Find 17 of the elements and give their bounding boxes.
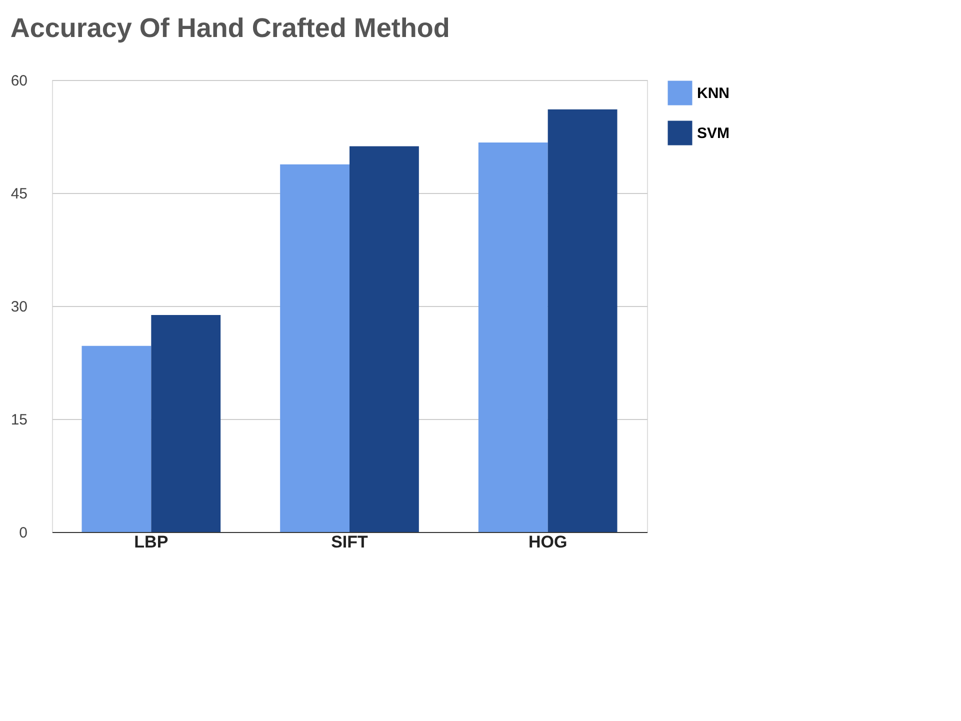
x-tick-label: HOG — [528, 532, 568, 552]
bar — [280, 164, 350, 532]
bar — [151, 315, 221, 532]
chart-title: Accuracy Of Hand Crafted Method — [10, 13, 450, 43]
bar — [82, 346, 152, 532]
legend-label: KNN — [697, 85, 730, 102]
bar — [548, 109, 618, 532]
bar — [478, 142, 548, 532]
legend-label: SVM — [697, 125, 730, 142]
y-tick-label: 30 — [10, 298, 28, 316]
y-tick-label: 15 — [10, 412, 28, 428]
y-tick-label: 60 — [10, 72, 28, 90]
y-tick-label: 0 — [19, 524, 28, 542]
x-tick-label: SIFT — [331, 532, 369, 552]
y-tick-label: 45 — [10, 186, 28, 202]
bar — [350, 146, 419, 532]
x-tick-label: LBP — [134, 532, 168, 552]
